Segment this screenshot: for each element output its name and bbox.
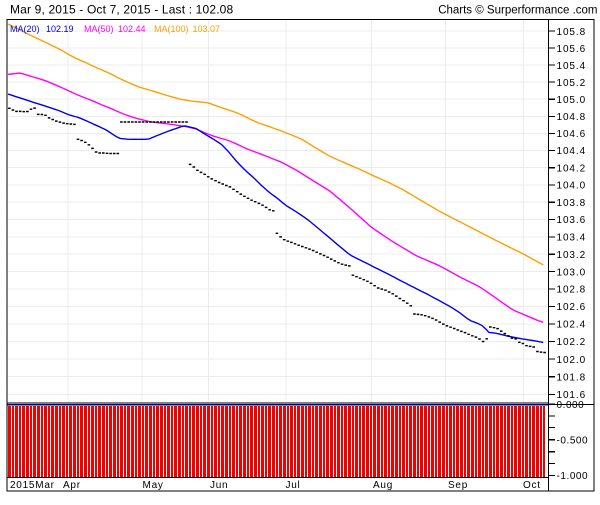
svg-text:103.6: 103.6 [557, 215, 587, 226]
svg-text:103.8: 103.8 [557, 198, 587, 209]
svg-text:105.0: 105.0 [557, 95, 587, 106]
svg-text:2015Mar: 2015Mar [10, 480, 55, 491]
svg-text:Sep: Sep [448, 480, 468, 491]
svg-text:Jun: Jun [210, 480, 228, 491]
svg-text:102.19: 102.19 [46, 24, 74, 34]
svg-text:102.6: 102.6 [557, 302, 587, 313]
svg-text:105.4: 105.4 [557, 61, 587, 72]
svg-text:103.2: 103.2 [557, 250, 587, 261]
svg-text:0.000: 0.000 [557, 400, 585, 411]
svg-text:102.2: 102.2 [557, 337, 587, 348]
svg-text:105.8: 105.8 [557, 27, 587, 38]
svg-text:105.6: 105.6 [557, 44, 587, 55]
svg-text:102.4: 102.4 [557, 320, 587, 331]
svg-text:-1.000: -1.000 [557, 471, 589, 482]
svg-text:102.8: 102.8 [557, 285, 587, 296]
svg-text:MA(50): MA(50) [84, 24, 114, 34]
svg-text:May: May [143, 480, 164, 491]
svg-text:104.8: 104.8 [557, 112, 587, 123]
svg-text:Apr: Apr [63, 480, 81, 491]
svg-text:103.07: 103.07 [193, 24, 221, 34]
svg-text:103.4: 103.4 [557, 233, 587, 244]
svg-text:103.0: 103.0 [557, 267, 587, 278]
svg-text:Charts © Surperformance .com: Charts © Surperformance .com [438, 5, 597, 17]
svg-text:101.6: 101.6 [557, 390, 587, 401]
svg-text:105.2: 105.2 [557, 78, 587, 89]
svg-text:Jul: Jul [286, 480, 301, 491]
svg-text:104.4: 104.4 [557, 146, 587, 157]
svg-text:Oct: Oct [523, 480, 541, 491]
svg-text:-0.500: -0.500 [557, 435, 589, 446]
svg-text:Mar 9, 2015 - Oct 7, 2015 - La: Mar 9, 2015 - Oct 7, 2015 - Last : 102.0… [10, 3, 234, 17]
svg-text:MA(20): MA(20) [10, 24, 40, 34]
svg-text:102.0: 102.0 [557, 355, 587, 366]
svg-text:101.8: 101.8 [557, 372, 587, 383]
svg-text:102.44: 102.44 [118, 24, 146, 34]
svg-text:104.6: 104.6 [557, 129, 587, 140]
svg-text:Aug: Aug [373, 480, 393, 491]
svg-text:104.0: 104.0 [557, 181, 587, 192]
svg-text:MA(100): MA(100) [154, 24, 189, 34]
svg-text:104.2: 104.2 [557, 163, 587, 174]
